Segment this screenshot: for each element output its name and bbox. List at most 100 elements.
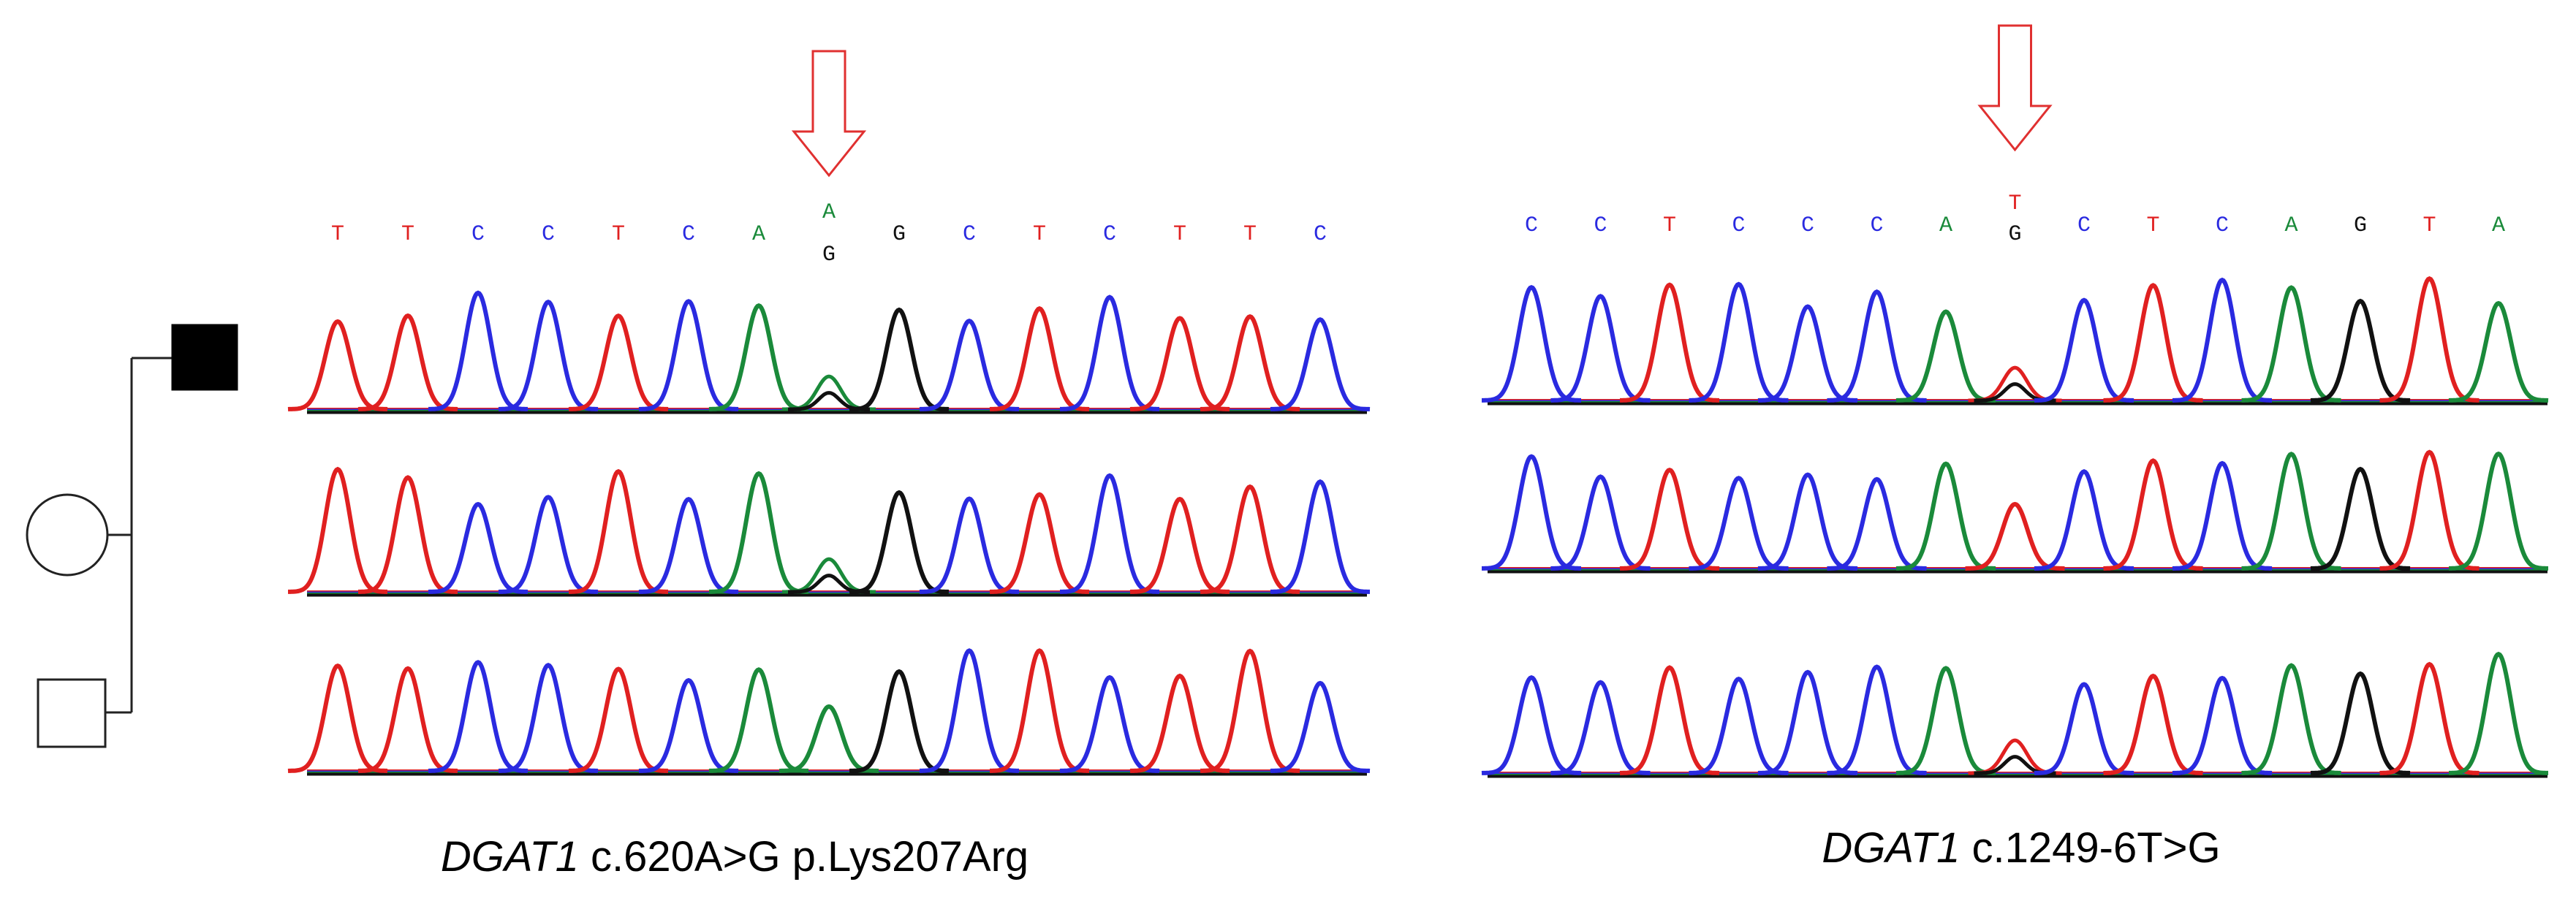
trace-peak bbox=[2103, 673, 2203, 775]
trace-peak bbox=[1270, 317, 1371, 411]
base-call-label: A bbox=[822, 200, 836, 225]
trace-peak bbox=[708, 667, 809, 773]
trace-peak bbox=[358, 475, 458, 594]
trace-peak bbox=[2103, 283, 2203, 403]
trace-peak bbox=[2241, 663, 2341, 775]
trace-peak bbox=[498, 662, 599, 773]
base-call-label: C bbox=[1525, 213, 1538, 238]
trace-peak bbox=[638, 497, 739, 594]
trace-peak bbox=[2241, 285, 2341, 403]
trace-peak bbox=[919, 319, 1020, 411]
trace-peak bbox=[1550, 294, 1651, 403]
pedigree-mother-circle bbox=[26, 493, 109, 577]
trace-peak bbox=[1129, 316, 1230, 411]
chromatogram-trace bbox=[288, 466, 1370, 597]
base-call-label: T bbox=[2008, 191, 2021, 216]
base-call-label: T bbox=[1033, 222, 1046, 247]
trace-peak bbox=[2172, 277, 2272, 403]
base-call-label: G bbox=[2354, 213, 2367, 238]
pedigree-father-square bbox=[37, 678, 107, 748]
caption-left-gene: DGAT1 bbox=[441, 833, 579, 881]
trace-peak bbox=[989, 492, 1090, 594]
trace-peak bbox=[1689, 677, 1789, 775]
trace-peak bbox=[287, 319, 388, 411]
trace-peak bbox=[1060, 294, 1159, 411]
trace-peak bbox=[498, 495, 599, 594]
base-call-label: G bbox=[893, 222, 906, 247]
trace-peak bbox=[638, 677, 739, 773]
trace-peak bbox=[1270, 479, 1370, 594]
trace-peak bbox=[2448, 300, 2549, 403]
trace-peak bbox=[2034, 682, 2134, 775]
trace-peak bbox=[1129, 673, 1230, 773]
chromatogram-panel-right: C C T C C C ATC T C A G T AG bbox=[1481, 24, 2549, 778]
trace-peak bbox=[1270, 680, 1371, 773]
trace-peak bbox=[357, 313, 458, 411]
trace-peak bbox=[2172, 675, 2273, 775]
trace-peak bbox=[849, 307, 950, 411]
caption-right: DGAT1 c.1249-6T>G bbox=[1822, 824, 2220, 872]
trace-peak bbox=[2103, 458, 2203, 571]
trace-peak bbox=[2172, 460, 2273, 571]
base-call-label: C bbox=[471, 222, 485, 247]
base-call-label: C bbox=[1103, 222, 1116, 247]
chromatogram-trace bbox=[287, 290, 1371, 414]
trace-peak bbox=[1689, 476, 1789, 571]
trace-peak bbox=[2449, 451, 2548, 571]
caption-right-variant: c.1249-6T>G bbox=[1960, 824, 2220, 872]
trace-peak bbox=[2241, 452, 2341, 571]
base-call-label: T bbox=[1663, 213, 1676, 238]
trace-peak bbox=[1059, 674, 1160, 773]
pedigree-proband-affected-square bbox=[171, 324, 238, 391]
trace-peak bbox=[920, 648, 1019, 773]
trace-peak bbox=[1827, 664, 1927, 775]
chromatogram-trace bbox=[1481, 651, 2548, 778]
variant-alt-label: G bbox=[2008, 222, 2021, 247]
base-call-label: C bbox=[1314, 222, 1327, 247]
base-call-label: C bbox=[1801, 213, 1814, 238]
trace-peak bbox=[1827, 476, 1927, 571]
trace-peak bbox=[1481, 674, 1582, 775]
base-call-label: C bbox=[542, 222, 555, 247]
trace-peak bbox=[2449, 651, 2548, 775]
chromatogram-trace bbox=[1482, 449, 2548, 574]
trace-peak bbox=[568, 666, 669, 773]
trace-peak bbox=[708, 303, 809, 411]
chromatogram-trace bbox=[287, 648, 1371, 776]
chromatogram-trace bbox=[1482, 275, 2549, 406]
base-call-label: A bbox=[1939, 213, 1952, 238]
base-call-label: A bbox=[2284, 213, 2297, 238]
base-call-label: A bbox=[752, 222, 765, 247]
trace-peak bbox=[1550, 680, 1651, 775]
trace-peak bbox=[1200, 484, 1300, 594]
caption-left-variant: c.620A>G p.Lys207Arg bbox=[579, 833, 1028, 881]
trace-peak bbox=[498, 300, 599, 411]
trace-peak bbox=[2379, 661, 2480, 775]
trace-peak bbox=[1757, 669, 1858, 775]
variant-alt-label: G bbox=[822, 243, 836, 267]
variant-arrow-icon bbox=[791, 50, 867, 178]
trace-peak bbox=[1200, 314, 1300, 411]
trace-peak bbox=[779, 704, 879, 773]
base-call-label: T bbox=[612, 222, 625, 247]
trace-peak bbox=[2034, 469, 2134, 571]
trace-peak bbox=[1619, 468, 1720, 571]
trace-peak bbox=[1550, 474, 1651, 571]
base-call-label: C bbox=[1594, 213, 1607, 238]
trace-peak bbox=[1619, 665, 1720, 775]
base-call-label: T bbox=[2146, 213, 2159, 238]
trace-peak bbox=[1129, 496, 1230, 594]
trace-peak bbox=[1827, 289, 1927, 403]
trace-peak bbox=[919, 496, 1020, 594]
variant-arrow-icon bbox=[1977, 24, 2053, 152]
base-call-label: C bbox=[1870, 213, 1883, 238]
trace-peak bbox=[1689, 281, 1789, 403]
trace-peak bbox=[2310, 466, 2411, 571]
base-call-label: C bbox=[2216, 213, 2229, 238]
trace-peak bbox=[568, 313, 669, 411]
trace-peak bbox=[638, 299, 739, 411]
trace-peak bbox=[2379, 449, 2480, 571]
trace-peak bbox=[287, 663, 388, 773]
trace-peak bbox=[1482, 454, 1581, 571]
trace-peak bbox=[990, 648, 1089, 773]
